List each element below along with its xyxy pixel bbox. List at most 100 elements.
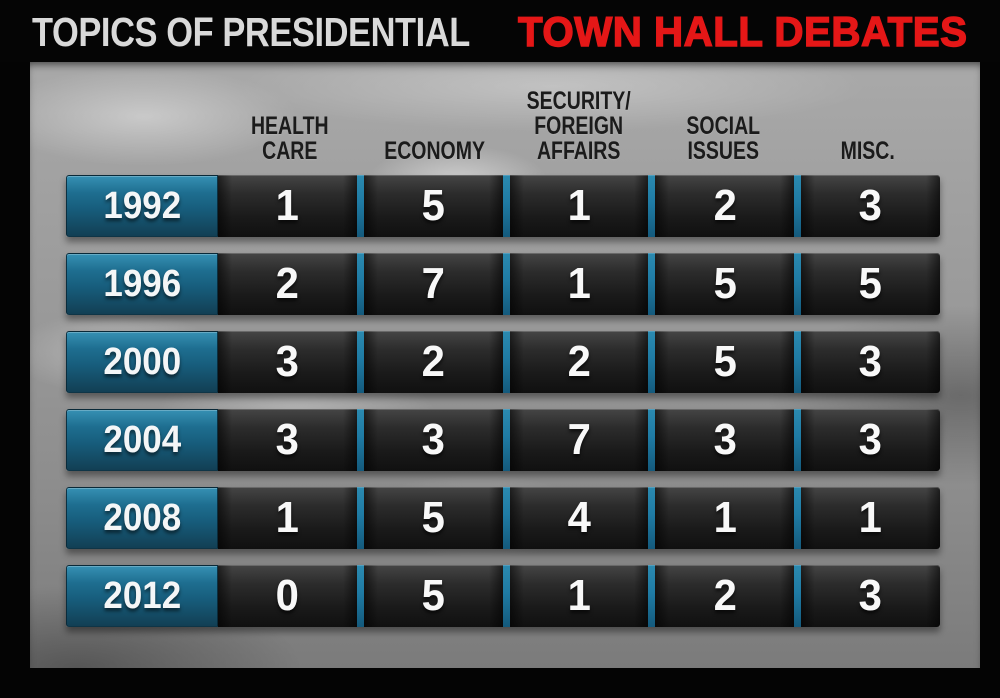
cell-divider bbox=[794, 331, 802, 393]
value-cell-health-care: 3 bbox=[218, 409, 357, 471]
value-cell-health-care: 1 bbox=[218, 175, 357, 237]
year-cell: 1996 bbox=[66, 253, 218, 315]
value-label: 4 bbox=[567, 493, 591, 542]
value-label: 1 bbox=[275, 181, 300, 230]
value-cell-misc: 3 bbox=[801, 565, 940, 627]
table-row-2008: 2008 1 5 4 1 1 bbox=[66, 487, 940, 549]
value-label: 3 bbox=[858, 337, 883, 386]
value-cell-security-foreign-affairs: 1 bbox=[509, 565, 649, 627]
value-cell-security-foreign-affairs: 1 bbox=[509, 175, 649, 237]
year-cell: 2000 bbox=[66, 331, 218, 393]
value-cell-security-foreign-affairs: 2 bbox=[509, 331, 649, 393]
value-cell-misc: 3 bbox=[801, 175, 940, 237]
value-cell-social-issues: 1 bbox=[655, 487, 795, 549]
value-label: 2 bbox=[275, 259, 300, 308]
value-label: 3 bbox=[713, 415, 737, 464]
title-prefix: TOPICS OF PRESIDENTIAL bbox=[32, 9, 470, 55]
value-cells: 1 5 4 1 1 bbox=[218, 487, 940, 549]
cell-divider bbox=[356, 253, 364, 315]
value-label: 2 bbox=[567, 337, 591, 386]
value-cells: 0 5 1 2 3 bbox=[218, 565, 940, 627]
value-label: 5 bbox=[713, 259, 737, 308]
value-cell-economy: 2 bbox=[363, 331, 503, 393]
column-header-security-foreign-affairs: SECURITY/ FOREIGN AFFAIRS bbox=[507, 89, 651, 164]
value-label: 5 bbox=[421, 181, 445, 230]
value-cells: 3 2 2 5 3 bbox=[218, 331, 940, 393]
value-cell-social-issues: 2 bbox=[655, 175, 795, 237]
value-label: 0 bbox=[275, 571, 300, 620]
value-label: 5 bbox=[713, 337, 737, 386]
value-label: 3 bbox=[858, 415, 883, 464]
cell-divider bbox=[648, 409, 656, 471]
value-cell-economy: 3 bbox=[363, 409, 503, 471]
year-label: 2008 bbox=[103, 496, 181, 539]
value-cell-health-care: 2 bbox=[218, 253, 357, 315]
cell-divider bbox=[648, 331, 656, 393]
value-label: 7 bbox=[567, 415, 591, 464]
value-label: 1 bbox=[567, 181, 591, 230]
cell-divider bbox=[502, 487, 510, 549]
cell-divider bbox=[356, 175, 364, 237]
value-cell-social-issues: 5 bbox=[655, 253, 795, 315]
cell-divider bbox=[794, 175, 802, 237]
cell-divider bbox=[356, 409, 364, 471]
table-row-1992: 1992 1 5 1 2 3 bbox=[66, 175, 940, 237]
column-header-label: HEALTH CARE bbox=[251, 112, 330, 165]
table-row-2012: 2012 0 5 1 2 3 bbox=[66, 565, 940, 627]
year-cell: 2012 bbox=[66, 565, 218, 627]
value-cell-misc: 5 bbox=[801, 253, 940, 315]
cell-divider bbox=[648, 253, 656, 315]
year-cell: 1992 bbox=[66, 175, 218, 237]
value-label: 3 bbox=[275, 415, 300, 464]
table-body: 1992 1 5 1 2 3 1996 2 7 1 5 5 2000 3 2 2 5 3 2004 3 3 7 3 3 2008… bbox=[66, 175, 940, 643]
year-cell: 2004 bbox=[66, 409, 218, 471]
value-label: 2 bbox=[713, 181, 737, 230]
column-header-economy: ECONOMY bbox=[362, 139, 506, 164]
column-headers: HEALTH CARE ECONOMY SECURITY/ FOREIGN AFFA… bbox=[66, 68, 940, 164]
value-cell-economy: 5 bbox=[363, 487, 503, 549]
table-area: HEALTH CARE ECONOMY SECURITY/ FOREIGN AFFA… bbox=[30, 62, 980, 668]
year-label: 1996 bbox=[103, 262, 181, 305]
cell-divider bbox=[502, 331, 510, 393]
cell-divider bbox=[356, 331, 364, 393]
value-label: 1 bbox=[567, 259, 591, 308]
value-cell-security-foreign-affairs: 4 bbox=[509, 487, 649, 549]
cell-divider bbox=[794, 409, 802, 471]
value-cell-economy: 7 bbox=[363, 253, 503, 315]
value-cell-social-issues: 2 bbox=[655, 565, 795, 627]
value-cell-security-foreign-affairs: 7 bbox=[509, 409, 649, 471]
value-label: 2 bbox=[713, 571, 737, 620]
cell-divider bbox=[794, 565, 802, 627]
value-cell-health-care: 3 bbox=[218, 331, 357, 393]
value-label: 3 bbox=[421, 415, 445, 464]
value-cell-social-issues: 5 bbox=[655, 331, 795, 393]
year-label: 1992 bbox=[103, 184, 181, 227]
page-title: TOPICS OF PRESIDENTIAL TOWN HALL DEBATES bbox=[0, 0, 1000, 62]
column-header-social-issues: SOCIAL ISSUES bbox=[651, 114, 795, 164]
table-row-1996: 1996 2 7 1 5 5 bbox=[66, 253, 940, 315]
value-label: 1 bbox=[858, 493, 883, 542]
year-label: 2004 bbox=[103, 418, 181, 461]
value-label: 1 bbox=[713, 493, 737, 542]
cell-divider bbox=[502, 409, 510, 471]
title-highlight: TOWN HALL DEBATES bbox=[517, 7, 968, 55]
value-cells: 2 7 1 5 5 bbox=[218, 253, 940, 315]
cell-divider bbox=[356, 565, 364, 627]
value-label: 5 bbox=[421, 493, 445, 542]
value-cell-social-issues: 3 bbox=[655, 409, 795, 471]
value-label: 5 bbox=[421, 571, 445, 620]
cell-divider bbox=[648, 175, 656, 237]
cell-divider bbox=[356, 487, 364, 549]
value-cell-health-care: 0 bbox=[218, 565, 357, 627]
value-label: 3 bbox=[275, 337, 300, 386]
value-label: 1 bbox=[567, 571, 591, 620]
column-header-label: MISC. bbox=[840, 137, 895, 165]
value-label: 3 bbox=[858, 181, 883, 230]
cell-divider bbox=[648, 487, 656, 549]
value-label: 5 bbox=[858, 259, 883, 308]
cell-divider bbox=[794, 487, 802, 549]
year-label: 2000 bbox=[103, 340, 181, 383]
cell-divider bbox=[502, 565, 510, 627]
year-label: 2012 bbox=[103, 574, 181, 617]
